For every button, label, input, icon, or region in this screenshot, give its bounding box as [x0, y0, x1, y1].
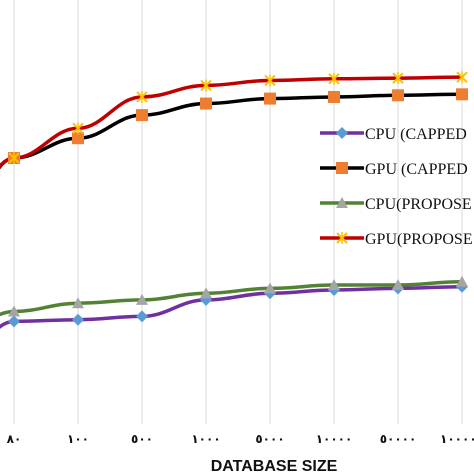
data-point-gpu-propose: [264, 74, 276, 87]
data-point-cpu-propose: [200, 287, 212, 299]
legend-marker-gpu-capped: [336, 162, 348, 174]
data-point-gpu-propose: [392, 72, 404, 85]
data-point-cpu-propose: [136, 293, 148, 305]
x-tick-label: ١٠٠٠: [191, 432, 220, 446]
data-point-gpu-propose: [328, 72, 340, 85]
data-point-gpu-capped: [392, 89, 404, 102]
data-point-cpu-capped: [72, 313, 84, 326]
x-tick-label: ٨٠: [7, 432, 22, 446]
x-tick-label: ١٠٠: [67, 432, 89, 446]
legend-label-gpu-capped: GPU (CAPPED: [365, 161, 468, 178]
data-point-cpu-propose: [72, 297, 84, 309]
data-point-gpu-capped: [136, 109, 148, 122]
data-point-gpu-propose: [136, 90, 148, 103]
legend-label-cpu-capped: CPU (CAPPED: [365, 126, 467, 143]
x-tick-label: ٥٠٠٠٠: [380, 432, 417, 446]
data-point-cpu-propose: [328, 279, 340, 291]
series-line-cpu-capped: [0, 284, 463, 330]
legend-marker-cpu-propose: [336, 197, 348, 208]
legend-label-cpu-propose: CPU(PROPOSE: [365, 196, 472, 213]
grid-lines: [13, 0, 463, 424]
series-markers: [8, 71, 468, 328]
data-point-gpu-capped: [72, 132, 84, 145]
data-point-gpu-propose: [200, 79, 212, 92]
x-tick-label: ١٠٠٠٠٠: [440, 432, 474, 446]
data-point-gpu-propose: [72, 122, 84, 135]
legend-marker-cpu-capped: [336, 127, 348, 139]
data-point-cpu-propose: [456, 275, 468, 287]
data-point-gpu-propose: [456, 71, 468, 84]
x-tick-labels: ٥٠٨٠١٠٠٥٠٠١٠٠٠٥٠٠٠١٠٠٠٠٥٠٠٠٠١٠٠٠٠٠: [7, 432, 474, 446]
x-tick-label: ١٠٠٠٠: [316, 432, 353, 446]
x-tick-label: ٥٠٠: [131, 432, 153, 446]
legend-marker-gpu-propose: [336, 232, 348, 244]
data-point-gpu-capped: [328, 90, 340, 103]
data-point-cpu-propose: [8, 305, 20, 317]
data-point-gpu-capped: [456, 88, 468, 101]
data-point-cpu-capped: [8, 315, 20, 328]
data-point-gpu-capped: [264, 92, 276, 105]
data-point-gpu-propose: [8, 152, 20, 164]
data-point-cpu-propose: [392, 279, 404, 291]
x-axis-title: DATABASE SIZE: [211, 458, 338, 474]
data-point-cpu-propose: [264, 282, 276, 294]
data-point-cpu-capped: [136, 310, 148, 323]
data-point-gpu-capped: [200, 97, 212, 110]
series-line-cpu-propose: [0, 280, 463, 317]
legend-label-gpu-propose: GPU(PROPOSE: [365, 231, 473, 248]
series-lines: [0, 75, 463, 330]
x-tick-label: ٥٠٠٠: [255, 432, 284, 446]
legend: CPU (CAPPED GPU (CAPPED CPU(PROPOSE GPU(PRO…: [320, 126, 473, 248]
